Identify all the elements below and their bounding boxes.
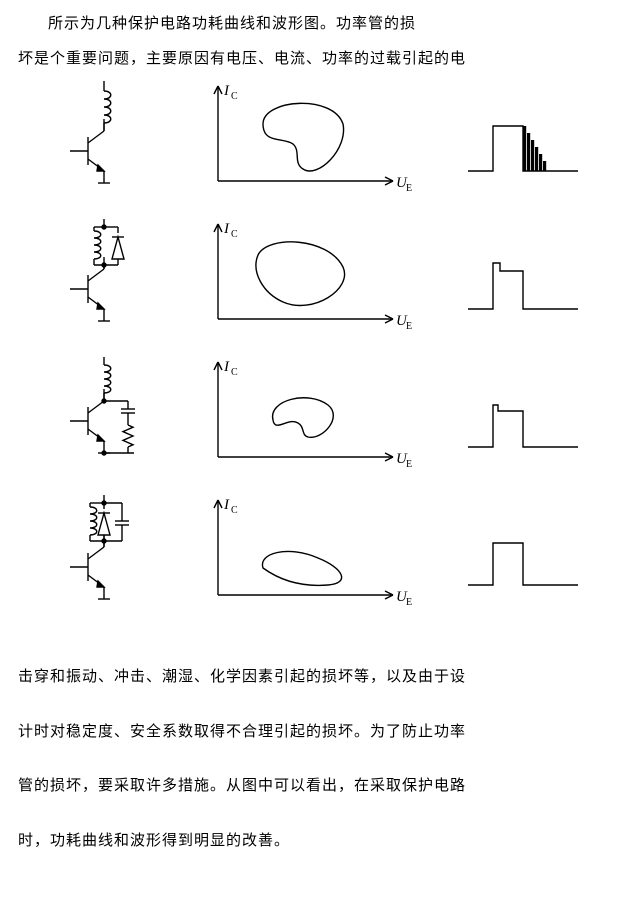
svg-text:C: C [231, 505, 238, 516]
intro-line-2: 坏是个重要问题，主要原因有电压、电流、功率的过载引起的电 [18, 45, 610, 74]
svg-text:I: I [223, 221, 230, 237]
diagram-block: ICUEICUEICUEICUE [18, 77, 610, 637]
svg-text:C: C [231, 91, 238, 102]
intro-line-1: 所示为几种保护电路功耗曲线和波形图。功率管的损 [18, 10, 610, 39]
diagram-svg: ICUEICUEICUEICUE [18, 77, 610, 637]
outro-line-1: 击穿和振动、冲击、潮湿、化学因素引起的损坏等，以及由于设 [18, 663, 610, 692]
svg-text:E: E [406, 321, 412, 332]
svg-text:I: I [223, 497, 230, 513]
svg-text:C: C [231, 367, 238, 378]
svg-text:C: C [231, 229, 238, 240]
svg-text:I: I [223, 83, 230, 99]
svg-text:I: I [223, 359, 230, 375]
outro-line-3: 管的损坏，要采取许多措施。从图中可以看出，在采取保护电路 [18, 772, 610, 801]
outro-line-2: 计时对稳定度、安全系数取得不合理引起的损坏。为了防止功率 [18, 718, 610, 747]
svg-text:E: E [406, 459, 412, 470]
svg-text:E: E [406, 183, 412, 194]
svg-text:E: E [406, 597, 412, 608]
outro-line-4: 时，功耗曲线和波形得到明显的改善。 [18, 827, 610, 856]
